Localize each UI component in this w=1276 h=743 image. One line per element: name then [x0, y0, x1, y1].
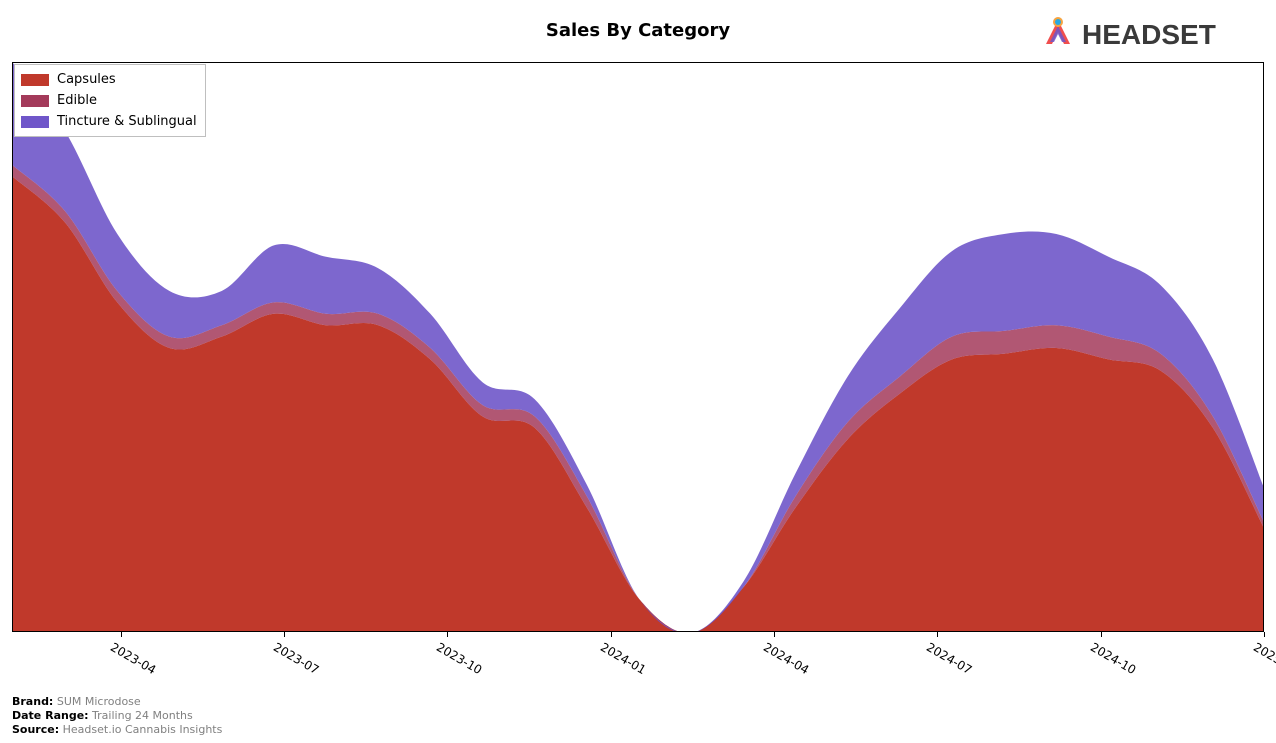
x-tick-label: 2024-07	[924, 640, 974, 677]
x-tick-mark	[611, 632, 612, 637]
x-tick-label: 2024-04	[761, 640, 811, 677]
x-tick-mark	[284, 632, 285, 637]
x-tick-label: 2024-01	[598, 640, 648, 677]
x-tick-mark	[774, 632, 775, 637]
legend-label: Capsules	[57, 72, 116, 87]
legend-swatch	[21, 116, 49, 128]
x-tick-label: 2024-10	[1088, 640, 1138, 677]
x-tick-label: 2025-01	[1251, 640, 1276, 677]
footer-line: Brand: SUM Microdose	[12, 695, 222, 709]
plot-area	[12, 62, 1264, 632]
footer-line: Source: Headset.io Cannabis Insights	[12, 723, 222, 737]
footer-key: Source:	[12, 723, 59, 736]
legend-swatch	[21, 95, 49, 107]
x-tick-mark	[121, 632, 122, 637]
x-tick-mark	[1264, 632, 1265, 637]
legend-swatch	[21, 74, 49, 86]
footer-key: Date Range:	[12, 709, 89, 722]
x-tick-label: 2023-10	[434, 640, 484, 677]
footer-value: Trailing 24 Months	[89, 709, 193, 722]
footer-value: SUM Microdose	[53, 695, 140, 708]
figure: Sales By Category HEADSET CapsulesEdible…	[0, 0, 1276, 743]
logo-text: HEADSET	[1082, 19, 1216, 50]
legend-label: Tincture & Sublingual	[57, 114, 197, 129]
legend: Capsules Edible Tincture & Sublingual	[14, 64, 206, 137]
footer-key: Brand:	[12, 695, 53, 708]
x-tick-mark	[447, 632, 448, 637]
legend-item: Edible	[21, 90, 197, 111]
x-tick-mark	[937, 632, 938, 637]
footer-line: Date Range: Trailing 24 Months	[12, 709, 222, 723]
headset-logo: HEADSET	[1036, 10, 1256, 58]
legend-item: Tincture & Sublingual	[21, 111, 197, 132]
chart-footer: Brand: SUM MicrodoseDate Range: Trailing…	[12, 695, 222, 737]
x-tick-mark	[1101, 632, 1102, 637]
area-chart	[13, 63, 1264, 632]
legend-item: Capsules	[21, 69, 197, 90]
x-tick-label: 2023-04	[108, 640, 158, 677]
footer-value: Headset.io Cannabis Insights	[59, 723, 222, 736]
logo-mark-icon	[1046, 17, 1070, 44]
legend-label: Edible	[57, 93, 97, 108]
x-tick-label: 2023-07	[271, 640, 321, 677]
